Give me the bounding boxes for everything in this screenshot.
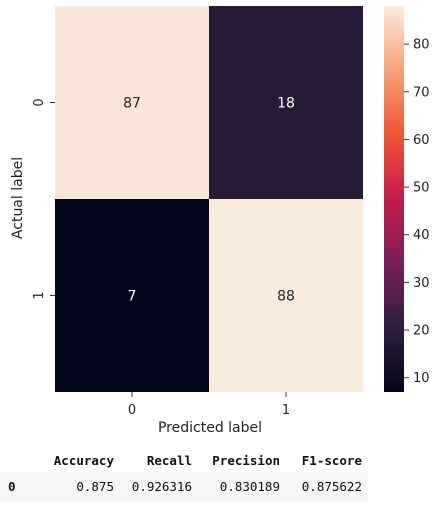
row-index: 0 — [8, 479, 16, 494]
precision-value: 0.830189 — [219, 479, 280, 494]
recall-value: 0.926316 — [131, 479, 192, 494]
cell-value-label: 88 — [277, 289, 295, 305]
y-axis-label: Actual label — [10, 157, 26, 239]
x-tick-label: 0 — [128, 403, 136, 418]
heatmap-cell-0-1 — [209, 6, 363, 199]
colorbar — [384, 6, 404, 392]
colorbar-tick-label: 40 — [413, 228, 430, 243]
heatmap-cell-0-0 — [55, 6, 209, 199]
heatmap-cell-1-1 — [209, 199, 363, 392]
accuracy-value: 0.875 — [76, 479, 114, 494]
y-tick-label: 1 — [32, 291, 47, 299]
colorbar-tick-label: 70 — [413, 85, 430, 100]
confusion-matrix-heatmap: 87 18 7 88 0 1 0 1 Predicted label Actual lab… — [10, 6, 430, 436]
x-axis-label: Predicted label — [158, 420, 262, 436]
column-header-precision: Precision — [212, 453, 280, 468]
colorbar-tick-label: 80 — [413, 38, 430, 53]
metrics-table: Accuracy Recall Precision F1-score 0 0.8… — [0, 449, 434, 501]
cell-value-label: 7 — [128, 289, 137, 305]
column-header-f1-score: F1-score — [301, 453, 362, 468]
y-tick-label: 0 — [32, 98, 47, 106]
colorbar-tick-label: 30 — [413, 276, 430, 291]
table-row: 0 0.875 0.926316 0.830189 0.875622 — [0, 472, 368, 501]
cell-value-label: 18 — [277, 96, 295, 112]
index-header — [0, 449, 24, 472]
column-header-accuracy: Accuracy — [53, 453, 114, 468]
heatmap-cell-1-0 — [55, 199, 209, 392]
f1-score-value: 0.875622 — [301, 479, 362, 494]
x-tick-label: 1 — [282, 403, 290, 418]
colorbar-tick-label: 50 — [413, 181, 430, 196]
colorbar-tick-label: 60 — [413, 133, 430, 148]
colorbar-tick-label: 20 — [413, 324, 430, 339]
colorbar-tick-label: 10 — [413, 371, 430, 386]
column-header-recall: Recall — [146, 453, 192, 468]
cell-value-label: 87 — [123, 96, 141, 112]
